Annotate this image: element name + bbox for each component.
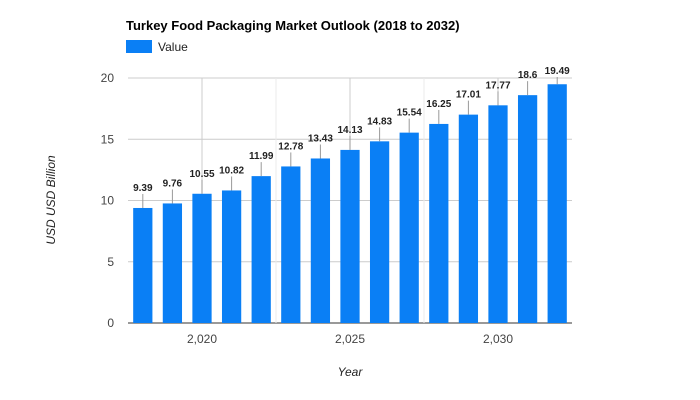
legend-label-value: Value xyxy=(158,40,188,54)
bar[interactable] xyxy=(488,105,508,323)
bar[interactable] xyxy=(369,141,390,323)
x-tick-label: 2,020 xyxy=(187,332,217,346)
legend-swatch xyxy=(126,40,152,53)
data-label: 19.49 xyxy=(545,66,570,77)
bar[interactable] xyxy=(133,207,153,323)
data-label: 16.25 xyxy=(426,99,451,110)
legend[interactable]: Value xyxy=(126,40,188,54)
y-tick-label: 5 xyxy=(107,255,114,269)
bar[interactable] xyxy=(221,190,242,323)
bar[interactable] xyxy=(429,123,449,323)
y-axis: 0 5 10 15 20 xyxy=(101,71,115,330)
data-label: 10.55 xyxy=(189,169,214,180)
bar[interactable] xyxy=(281,166,301,323)
y-axis-title: USD USD Billion xyxy=(44,155,58,245)
data-label: 17.77 xyxy=(485,80,510,91)
x-axis: 2,020 2,025 2,030 xyxy=(187,332,513,346)
bar[interactable] xyxy=(547,84,567,323)
bar[interactable] xyxy=(399,132,419,323)
bar[interactable] xyxy=(192,193,212,323)
data-label: 9.76 xyxy=(163,178,183,189)
y-tick-label: 15 xyxy=(101,132,115,146)
data-label: 10.82 xyxy=(219,165,244,176)
data-label: 14.83 xyxy=(367,116,392,127)
x-axis-title: Year xyxy=(338,365,364,379)
data-label: 9.39 xyxy=(133,183,153,194)
y-tick-label: 20 xyxy=(101,71,115,85)
y-tick-label: 10 xyxy=(101,194,115,208)
data-label: 17.01 xyxy=(456,90,481,101)
y-tick-label: 0 xyxy=(107,316,114,330)
data-labels: 9.39 9.76 10.55 10.82 11.99 12.78 13.43 14.13 14… xyxy=(133,66,570,208)
data-label: 11.99 xyxy=(249,151,274,162)
x-tick-label: 2,030 xyxy=(483,332,513,346)
bar[interactable] xyxy=(517,95,538,324)
bars xyxy=(133,84,567,324)
x-tick-label: 2,025 xyxy=(335,332,365,346)
data-label: 14.13 xyxy=(337,125,362,136)
data-label: 12.78 xyxy=(278,141,303,152)
bar[interactable] xyxy=(310,158,331,323)
bar[interactable] xyxy=(162,203,183,323)
data-label: 18.6 xyxy=(518,70,538,81)
data-label: 13.43 xyxy=(308,133,333,144)
bar[interactable] xyxy=(340,149,360,323)
bar[interactable] xyxy=(251,176,271,323)
bar[interactable] xyxy=(458,114,479,323)
data-label: 15.54 xyxy=(397,108,422,119)
chart-title: Turkey Food Packaging Market Outlook (20… xyxy=(126,18,460,33)
